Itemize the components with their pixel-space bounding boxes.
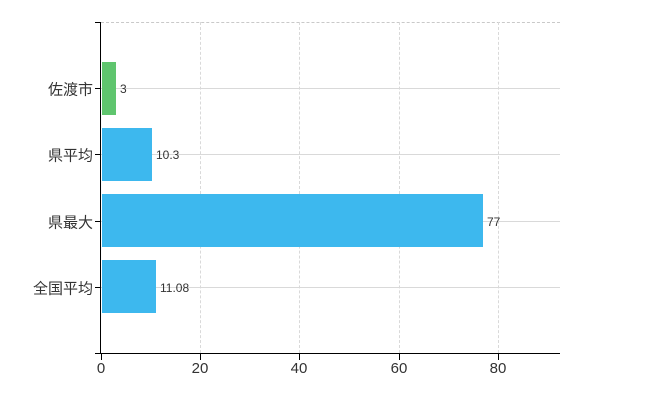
x-axis-tick	[299, 353, 300, 360]
x-axis-tick-label: 60	[390, 360, 408, 377]
y-axis-tick	[95, 154, 101, 155]
plot-area-border	[101, 22, 560, 23]
gridline-horizontal	[101, 287, 560, 288]
gridline-vertical	[200, 22, 201, 353]
y-axis-tick	[95, 22, 101, 23]
x-axis-line	[95, 353, 560, 354]
x-axis-tick-label: 40	[290, 360, 308, 377]
bar-value-label: 10.3	[156, 148, 180, 162]
x-axis-tick	[498, 353, 499, 360]
y-axis-tick	[95, 88, 101, 89]
x-axis-tick-label: 80	[489, 360, 507, 377]
gridline-vertical	[399, 22, 400, 353]
gridline-vertical	[299, 22, 300, 353]
x-axis-tick	[101, 353, 102, 360]
category-label: 佐渡市	[47, 81, 93, 99]
bar-value-label: 77	[487, 215, 501, 229]
x-axis-tick	[200, 353, 201, 360]
category-label: 県平均	[47, 147, 93, 165]
category-label: 全国平均	[32, 280, 93, 298]
y-axis-tick	[95, 287, 101, 288]
gridline-horizontal	[101, 88, 560, 89]
y-axis-line	[100, 22, 101, 353]
chart-bar	[102, 194, 483, 247]
gridline-vertical	[498, 22, 499, 353]
y-axis-tick	[95, 221, 101, 222]
gridline-horizontal	[101, 154, 560, 155]
category-label: 県最大	[47, 214, 93, 232]
chart-bar	[102, 260, 156, 313]
x-axis-tick-label: 20	[191, 360, 209, 377]
chart-bar	[102, 62, 116, 115]
x-axis-tick	[399, 353, 400, 360]
bar-value-label: 3	[120, 82, 127, 96]
x-axis-tick-label: 0	[96, 360, 106, 377]
chart-bar	[102, 128, 152, 181]
bar-value-label: 11.08	[160, 281, 190, 295]
